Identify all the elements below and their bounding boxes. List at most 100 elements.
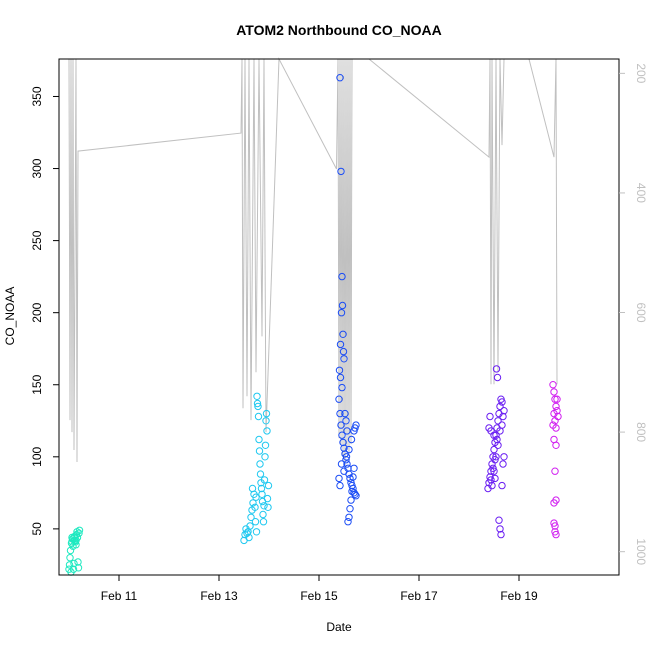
data-point [69, 565, 78, 573]
data-point [260, 502, 268, 510]
data-point [487, 476, 495, 484]
data-point [338, 301, 347, 310]
data-point [255, 435, 263, 444]
data-point [260, 476, 269, 484]
data-point [496, 525, 504, 533]
x-tick-label: Feb 19 [500, 589, 538, 603]
data-point [68, 538, 76, 546]
data-point [550, 388, 558, 396]
y-axis-label: CO_NOAA [3, 287, 17, 346]
data-point [498, 398, 506, 406]
y2-tick-label: 400 [634, 183, 648, 203]
data-point [252, 493, 260, 501]
data-point [338, 272, 346, 281]
data-point [493, 373, 502, 382]
x-tick-label: Feb 13 [200, 589, 238, 603]
data-point [345, 445, 353, 454]
data-point [342, 453, 351, 461]
data-point [491, 474, 499, 483]
data-point [550, 499, 558, 507]
data-point [553, 407, 561, 415]
data-point [488, 481, 496, 490]
data-point [500, 407, 508, 415]
data-point [259, 518, 268, 526]
data-point [340, 467, 348, 475]
data-point [337, 460, 346, 468]
altitude-trace-layer [68, 57, 558, 469]
data-point [262, 417, 270, 425]
x-tick-label: Feb 15 [300, 589, 338, 603]
data-point [75, 526, 84, 534]
data-point [247, 513, 255, 521]
data-point [336, 340, 345, 349]
data-point [264, 481, 273, 490]
data-point [348, 487, 356, 496]
data-point [335, 474, 343, 483]
data-point [486, 412, 494, 421]
data-point [249, 499, 257, 507]
data-point [490, 431, 498, 439]
data-point [349, 473, 357, 481]
data-point [335, 366, 344, 374]
data-point [74, 564, 83, 572]
data-point [490, 445, 498, 454]
data-point [491, 456, 499, 464]
data-point [341, 409, 349, 418]
data-point [342, 456, 350, 464]
data-point [66, 546, 75, 555]
data-point [336, 409, 344, 418]
data-point [338, 431, 346, 439]
data-point [252, 528, 261, 536]
data-point [261, 441, 270, 449]
data-point [243, 529, 251, 537]
data-point [552, 441, 560, 449]
altitude-trace-line [68, 57, 558, 469]
data-point [255, 447, 264, 455]
y-tick-label: 50 [30, 522, 44, 536]
y-tick-label: 150 [30, 374, 44, 394]
data-point [256, 470, 265, 478]
data-point [352, 492, 360, 500]
data-point [65, 561, 74, 569]
data-point [499, 460, 507, 468]
data-point [344, 518, 352, 526]
data-point [347, 496, 355, 504]
data-point [251, 518, 260, 526]
data-point [551, 395, 559, 403]
data-point [343, 460, 351, 468]
x-axis-label: Date [326, 620, 352, 634]
data-point [342, 417, 350, 425]
y-axis-right: 200 400 600 800 1000 [619, 63, 648, 565]
data-point [246, 522, 254, 530]
y-tick-label: 350 [30, 86, 44, 106]
y-tick-label: 300 [30, 158, 44, 178]
data-point [261, 453, 269, 461]
data-point [350, 464, 358, 472]
data-point [264, 503, 272, 511]
data-point [335, 395, 343, 403]
data-point [253, 399, 262, 408]
y-axis-left: 50 100 150 200 250 300 350 [30, 86, 59, 536]
data-point [251, 503, 259, 511]
data-point [245, 533, 253, 542]
data-point [70, 559, 78, 568]
data-point [492, 365, 501, 373]
data-point [253, 392, 261, 400]
data-point [263, 494, 272, 503]
y-tick-label: 200 [30, 302, 44, 322]
data-point [336, 373, 345, 382]
data-point [259, 510, 267, 519]
y2-tick-label: 1000 [634, 538, 648, 565]
data-point [496, 402, 504, 411]
x-tick-label: Feb 17 [400, 589, 438, 603]
x-tick-label: Feb 11 [101, 589, 138, 603]
data-point [489, 464, 497, 472]
data-point [254, 402, 262, 411]
data-point [498, 421, 506, 429]
data-point [74, 558, 82, 566]
chart-title: ATOM2 Northbound CO_NOAA [236, 22, 442, 38]
data-point [346, 505, 354, 513]
data-point [345, 513, 353, 521]
data-point [551, 467, 559, 475]
